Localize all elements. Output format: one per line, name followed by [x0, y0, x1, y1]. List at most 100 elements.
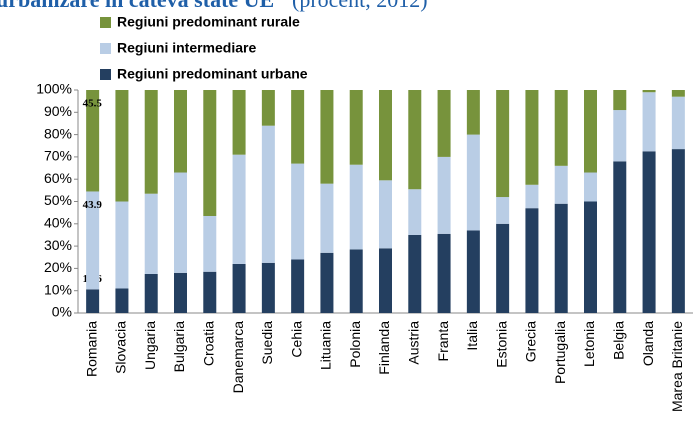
- x-tick-label: Olanda: [640, 321, 656, 366]
- bar-segment: [671, 149, 685, 313]
- bar-segment: [291, 163, 305, 260]
- legend-swatch: [100, 43, 111, 54]
- data-label: 43.9: [83, 199, 103, 211]
- bar-segment: [466, 134, 480, 231]
- bar-segment: [291, 259, 305, 313]
- y-tick-label: 10%: [44, 281, 72, 297]
- bar-segment: [203, 215, 217, 272]
- x-tick-label: Italia: [464, 321, 480, 351]
- bar-segment: [174, 172, 187, 273]
- bar-segment: [613, 110, 627, 162]
- y-tick-label: 90%: [44, 103, 72, 119]
- legend-label: Regiuni predominant rurale: [117, 14, 300, 30]
- x-tick-label: Austria: [405, 321, 421, 365]
- bar-segment: [671, 90, 685, 97]
- y-tick-label: 0%: [52, 304, 72, 320]
- x-tick-label: Cehia: [288, 321, 304, 358]
- bar-segment: [613, 90, 627, 111]
- bar-segment: [320, 90, 334, 184]
- bar-segment: [496, 197, 510, 224]
- x-tick-label: Lituania: [318, 321, 334, 370]
- x-tick-label: Belgia: [610, 321, 626, 360]
- bar-segment: [203, 271, 217, 313]
- x-tick-label: Suedia: [259, 321, 275, 365]
- bar-segment: [642, 92, 656, 152]
- bar-segment: [496, 223, 510, 313]
- bar-segment: [554, 203, 568, 313]
- x-tick-label: Finlanda: [376, 321, 392, 375]
- legend-label: Regiuni intermediare: [117, 40, 256, 56]
- bar-segment: [466, 90, 480, 135]
- bar-segment: [584, 172, 597, 202]
- bar-segment: [320, 252, 334, 313]
- bar-segment: [408, 90, 422, 190]
- bar-segment: [437, 156, 451, 234]
- bar-segment: [232, 154, 246, 264]
- bar-segment: [437, 233, 451, 313]
- bar-segment: [671, 96, 685, 150]
- legend-swatch: [100, 69, 111, 80]
- bar-segment: [261, 90, 275, 126]
- x-tick-label: Portugalia: [552, 321, 568, 384]
- bar-segment: [642, 151, 656, 313]
- x-tick-label: Letonia: [581, 321, 597, 367]
- bar-segment: [232, 90, 246, 155]
- x-tick-label: Bulgaria: [171, 321, 187, 373]
- y-tick-label: 50%: [44, 192, 72, 208]
- y-tick-label: 80%: [44, 125, 72, 141]
- x-tick-label: Polonia: [347, 321, 363, 368]
- x-tick-label: Slovacia: [113, 321, 129, 374]
- x-tick-label: Croatia: [200, 321, 216, 366]
- y-tick-label: 70%: [44, 148, 72, 164]
- y-tick-label: 100%: [36, 81, 72, 97]
- bar-segment: [320, 183, 334, 253]
- bar-segment: [525, 208, 539, 313]
- bar-segment: [86, 191, 100, 290]
- bar-segment: [144, 90, 158, 194]
- bar-segment: [408, 189, 422, 235]
- bar-segment: [496, 90, 510, 198]
- bar-segment: [232, 263, 246, 313]
- bar-segment: [613, 161, 627, 313]
- x-tick-label: Ungaria: [142, 321, 158, 370]
- y-tick-label: 20%: [44, 259, 72, 275]
- bar-segment: [379, 180, 392, 249]
- bar-segment: [584, 201, 597, 313]
- bar-segment: [115, 288, 129, 313]
- y-tick-label: 40%: [44, 215, 72, 231]
- bar-segment: [86, 289, 100, 313]
- x-tick-label: Franta: [435, 321, 451, 362]
- bar-segment: [525, 90, 539, 185]
- bar-segment: [86, 90, 100, 192]
- bar-segment: [408, 234, 422, 313]
- data-label: 45.5: [83, 98, 103, 110]
- bar-segment: [144, 273, 158, 313]
- bar-segment: [466, 230, 480, 313]
- bar-segment: [115, 90, 129, 202]
- chart-title: urbanizare în câteva state UE: [0, 0, 274, 12]
- bar-segment: [349, 90, 363, 165]
- x-tick-label: Romania: [83, 321, 99, 377]
- bar-segment: [554, 90, 568, 166]
- bar-segment: [144, 193, 158, 274]
- x-tick-label: Grecia: [523, 321, 539, 362]
- bar-segment: [174, 90, 187, 173]
- bar-segment: [379, 248, 392, 313]
- bar-segment: [203, 90, 217, 216]
- bar-segment: [379, 90, 392, 181]
- y-tick-label: 30%: [44, 237, 72, 253]
- bar-segment: [554, 165, 568, 204]
- x-tick-label: Danemarca: [230, 321, 246, 394]
- chart-subtitle: (procent, 2012): [292, 0, 428, 12]
- bar-segment: [437, 90, 451, 157]
- bar-segment: [261, 125, 275, 263]
- legend-label: Regiuni predominant urbane: [117, 66, 308, 82]
- legend-swatch: [100, 17, 111, 28]
- x-tick-label: Estonia: [493, 321, 509, 368]
- bar-segment: [642, 90, 656, 93]
- bar-segment: [115, 201, 129, 289]
- bar-segment: [261, 262, 275, 313]
- bar-segment: [349, 164, 363, 250]
- bar-segment: [174, 272, 187, 313]
